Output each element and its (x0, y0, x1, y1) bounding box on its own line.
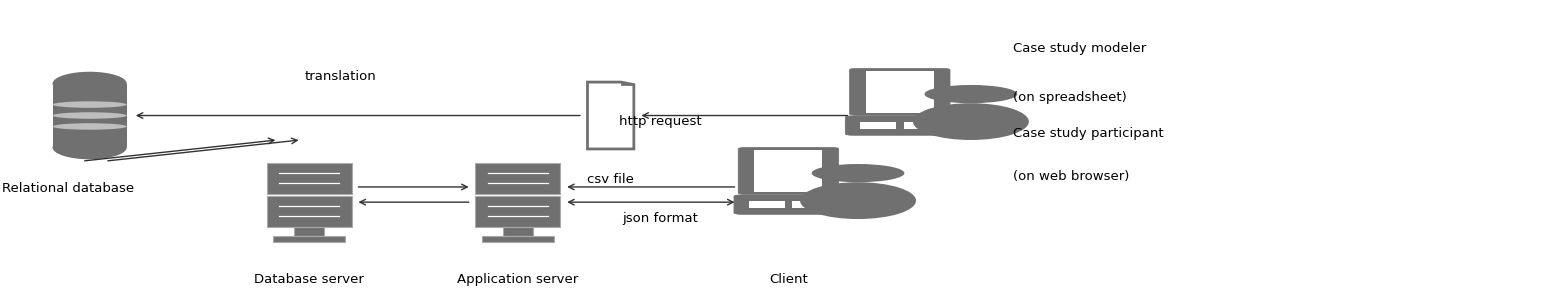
Text: csv file: csv file (587, 173, 634, 186)
FancyBboxPatch shape (502, 226, 533, 236)
FancyBboxPatch shape (476, 195, 560, 226)
FancyBboxPatch shape (754, 150, 822, 192)
FancyBboxPatch shape (861, 122, 897, 129)
FancyBboxPatch shape (294, 226, 325, 236)
Ellipse shape (53, 72, 127, 95)
Polygon shape (587, 82, 634, 149)
Ellipse shape (53, 123, 127, 130)
Text: (on web browser): (on web browser) (1013, 170, 1129, 183)
Ellipse shape (53, 112, 127, 119)
FancyBboxPatch shape (903, 122, 938, 129)
FancyBboxPatch shape (267, 195, 352, 226)
FancyBboxPatch shape (866, 71, 934, 112)
Text: translation: translation (305, 70, 376, 82)
FancyBboxPatch shape (476, 163, 560, 194)
Text: json format: json format (621, 212, 699, 225)
FancyBboxPatch shape (792, 201, 827, 208)
FancyBboxPatch shape (734, 195, 843, 214)
FancyBboxPatch shape (739, 147, 838, 194)
Ellipse shape (801, 182, 917, 219)
Text: Case study participant: Case study participant (1013, 127, 1163, 140)
Text: Database server: Database server (254, 273, 365, 286)
Ellipse shape (53, 101, 127, 108)
Text: Case study modeler: Case study modeler (1013, 42, 1146, 55)
Text: Application server: Application server (458, 273, 578, 286)
Ellipse shape (912, 103, 1030, 140)
Polygon shape (621, 82, 634, 85)
Polygon shape (53, 84, 127, 147)
FancyBboxPatch shape (267, 163, 352, 194)
FancyBboxPatch shape (750, 201, 785, 208)
Circle shape (925, 85, 1017, 103)
Text: (on spreadsheet): (on spreadsheet) (1013, 91, 1127, 104)
Text: http request: http request (618, 115, 702, 128)
Text: Relational database: Relational database (2, 182, 133, 195)
Ellipse shape (53, 136, 127, 159)
FancyBboxPatch shape (846, 116, 954, 135)
FancyBboxPatch shape (274, 236, 345, 242)
Circle shape (812, 164, 904, 182)
FancyBboxPatch shape (482, 236, 553, 242)
FancyBboxPatch shape (850, 68, 949, 115)
Text: Client: Client (768, 273, 809, 286)
